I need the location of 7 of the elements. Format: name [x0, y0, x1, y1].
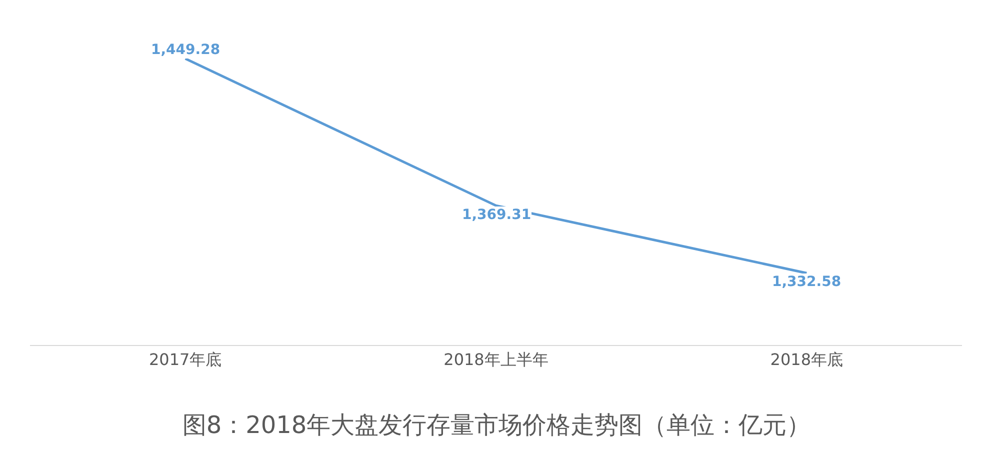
text: 图8：2018年大盘发行存量市场价格走势图（单位：亿元）: [182, 410, 811, 439]
x-tick-label: 2017年底: [148, 350, 222, 370]
data-label: 1,332.58: [772, 274, 842, 290]
x-tick-label: 2018年底: [770, 350, 844, 370]
data-label: 1,369.31: [462, 207, 532, 223]
x-tick-label: 2018年上半年: [444, 350, 548, 370]
data-label: 1,449.28: [151, 42, 220, 58]
